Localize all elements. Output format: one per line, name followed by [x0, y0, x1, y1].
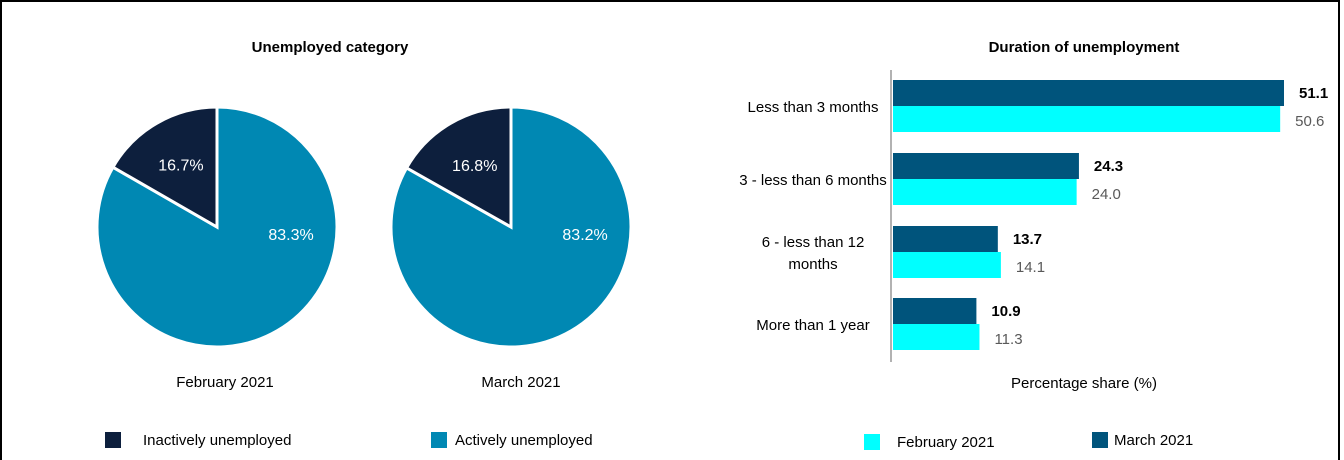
bar-chart-title: Duration of unemployment: [989, 39, 1180, 56]
pie-charts: 16.7% 83.3% February 2021 16.8% 83.2% March 2…: [95, 105, 633, 391]
value-label-march-6-to-12-months: 13.7: [1013, 231, 1042, 248]
pie-label-february-inactive: 16.7%: [158, 158, 203, 175]
legend-label-inactive: Inactively unemployed: [143, 432, 291, 449]
category-label-more-than-1-year: More than 1 year: [756, 317, 869, 334]
bar-march-3-to-6-months: [893, 153, 1079, 179]
value-label-february-more-than-1-year: 11.3: [994, 331, 1022, 348]
pie-label-february-active: 83.3%: [268, 227, 313, 244]
pie-slice-march-active: [389, 105, 633, 349]
legend-label-february: February 2021: [897, 434, 995, 451]
value-label-march-less-than-3-months: 51.1: [1299, 85, 1328, 102]
pies-title: Unemployed category: [252, 39, 409, 56]
legend-swatch-february: [864, 434, 880, 450]
bar-march-less-than-3-months: [893, 80, 1284, 106]
category-label-3-to-6-months: 3 - less than 6 months: [739, 172, 887, 189]
pie-label-march-inactive: 16.8%: [452, 158, 497, 175]
pie-slice-february-inactive: [110, 105, 219, 230]
value-label-february-less-than-3-months: 50.6: [1295, 113, 1324, 130]
legend-label-march: March 2021: [1114, 432, 1193, 449]
category-label-6-to-12-months-line-1: 6 - less than 12: [762, 234, 865, 251]
legend-swatch-active: [431, 432, 447, 448]
bar-chart: 51.1 50.6 Less than 3 months 24.3 24.0 3 - le…: [739, 80, 1328, 350]
bar-legend: February 2021 March 2021: [864, 432, 1193, 451]
value-label-february-3-to-6-months: 24.0: [1092, 186, 1121, 203]
pie-caption-february: February 2021: [176, 374, 274, 391]
bar-march-more-than-1-year: [893, 298, 977, 324]
bar-february-less-than-3-months: [893, 106, 1281, 132]
legend-swatch-march: [1092, 432, 1108, 448]
value-label-march-3-to-6-months: 24.3: [1094, 158, 1123, 175]
pie-caption-march: March 2021: [481, 374, 560, 391]
bar-february-3-to-6-months: [893, 179, 1077, 205]
pie-slice-february-active: [95, 105, 339, 349]
pie-slice-march-inactive: [404, 105, 513, 230]
bar-february-6-to-12-months: [893, 252, 1001, 278]
bar-march-6-to-12-months: [893, 226, 998, 252]
x-axis-label: Percentage share (%): [1011, 375, 1157, 392]
category-label-less-than-3-months: Less than 3 months: [748, 99, 879, 116]
pie-label-march-active: 83.2%: [562, 227, 607, 244]
legend-label-active: Actively unemployed: [455, 432, 593, 449]
legend-swatch-inactive: [105, 432, 121, 448]
bar-february-more-than-1-year: [893, 324, 980, 350]
category-label-6-to-12-months-line-2: months: [788, 256, 837, 273]
value-label-march-more-than-1-year: 10.9: [991, 303, 1020, 320]
value-label-february-6-to-12-months: 14.1: [1016, 259, 1045, 276]
pies-legend: Inactively unemployed Actively unemploye…: [105, 432, 593, 449]
